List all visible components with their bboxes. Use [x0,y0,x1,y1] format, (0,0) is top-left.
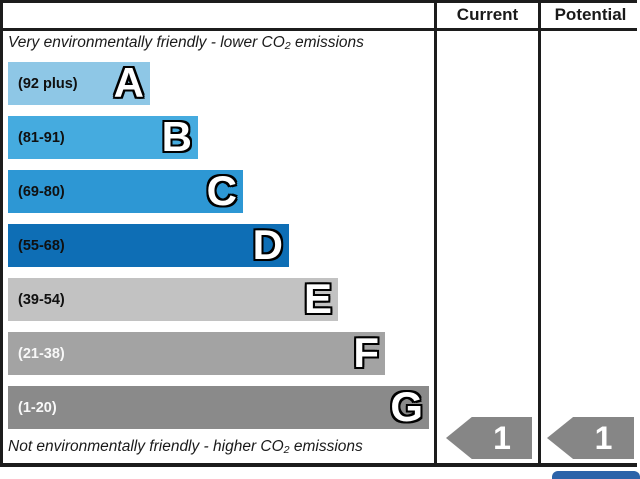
band-letter: G [390,382,423,430]
chart-current-divider [434,0,437,463]
band-f: (21-38) F [8,328,385,376]
table-left-border [0,0,3,467]
current-column-header: Current [456,5,519,24]
eu-directive-box-top [552,471,640,479]
band-range-label: (69-80) [18,183,65,200]
current-rating-value: 1 [493,420,511,456]
band-range-label: (92 plus) [18,75,78,92]
potential-rating-value: 1 [594,420,613,456]
table-top-border [0,0,637,3]
band-letter: D [252,220,283,268]
band-letter: C [206,166,237,214]
band-b: (81-91) B [8,112,198,160]
band-c: (69-80) C [8,166,243,214]
top-note: Very environmentally friendly - lower CO… [8,34,364,51]
band-range-label: (21-38) [18,345,65,362]
band-range-label: (1-20) [18,399,57,416]
potential-rating-arrow: 1 [547,417,634,459]
band-letter: E [303,274,332,322]
band-range-label: (55-68) [18,237,65,254]
band-range-label: (81-91) [18,129,65,146]
current-potential-divider [538,0,541,463]
header-bottom-border [0,28,637,31]
band-letter: B [161,112,192,160]
band-g: (1-20) G [8,382,429,430]
band-d: (55-68) D [8,220,289,268]
table-bottom-border [0,463,637,467]
band-e: (39-54) E [8,274,338,322]
band-letter: F [353,328,379,376]
bottom-note: Not environmentally friendly - higher CO… [8,438,363,455]
band-letter: A [113,58,144,106]
band-range-label: (39-54) [18,291,65,308]
band-a: (92 plus) A [8,58,150,106]
current-rating-arrow: 1 [446,417,532,459]
potential-column-header: Potential [554,5,627,24]
